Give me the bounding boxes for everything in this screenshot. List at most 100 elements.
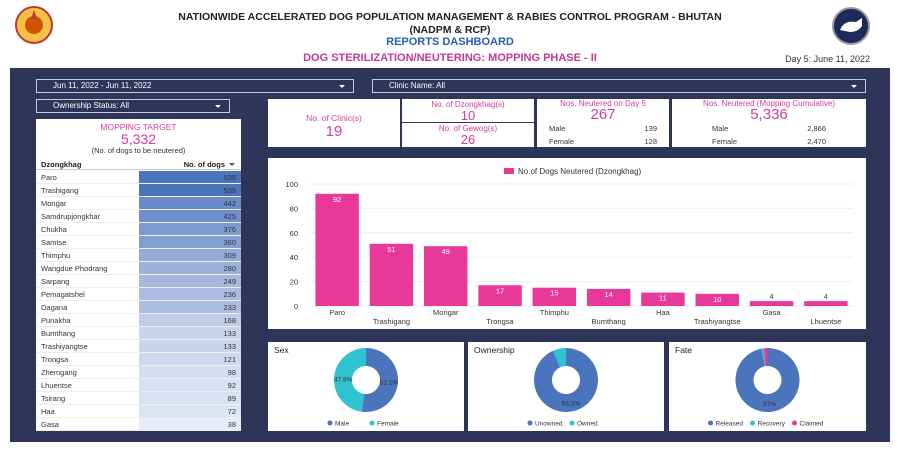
bar: [749, 301, 794, 306]
row-dzongkhag: Lhuentse: [41, 381, 72, 390]
data-label: 14: [604, 290, 612, 299]
table-row[interactable]: Mongar 442: [36, 197, 241, 210]
row-dog-count: 249: [223, 277, 236, 286]
day5-value: 267: [590, 106, 616, 123]
row-value-bar: [139, 249, 241, 261]
chevron-down-icon: [215, 105, 221, 108]
dzongkhag-label: No. of Dzongkhag(s): [431, 100, 505, 109]
table-row[interactable]: Dagana 233: [36, 301, 241, 314]
donut-slice: [552, 348, 566, 368]
table-row[interactable]: Sarpang 249: [36, 275, 241, 288]
row-dzongkhag: Gasa: [41, 420, 59, 429]
cumulative-value: 5,336: [750, 106, 788, 123]
row-value-bar: [139, 392, 241, 404]
x-tick-label: Lhuentse: [810, 317, 841, 326]
col-dzongkhag[interactable]: Dzongkhag: [41, 160, 82, 169]
y-tick-label: 60: [290, 229, 298, 238]
x-tick-label: Gasa: [763, 308, 782, 317]
bhutan-emblem-icon: [15, 6, 53, 44]
row-dzongkhag: Paro: [41, 173, 57, 182]
y-tick-label: 20: [290, 278, 298, 287]
table-row[interactable]: Bumthang 133: [36, 327, 241, 340]
col-no-of-dogs[interactable]: No. of dogs: [183, 160, 225, 169]
row-value-bar: [139, 236, 241, 248]
table-row[interactable]: Haa 72: [36, 405, 241, 418]
subheader: DOG STERILIZATION/NEUTERING: MOPPING PHA…: [0, 52, 900, 66]
chevron-down-icon: [851, 85, 857, 88]
legend-dot: [369, 420, 375, 426]
table-row[interactable]: Zhemgang 98: [36, 366, 241, 379]
table-row[interactable]: Thimphu 309: [36, 249, 241, 262]
legend-dot: [792, 420, 797, 426]
legend-label: Claimed: [800, 421, 824, 428]
table-row[interactable]: Chukha 376: [36, 223, 241, 236]
dashboard-title: REPORTS DASHBOARD: [386, 36, 514, 48]
target-value: 5,332: [120, 131, 157, 147]
ownership-donut-chart: 93.3% Unowned Owned: [527, 348, 598, 428]
legend-label: Recovery: [758, 421, 786, 428]
day5-label: Nos. Neutered on Day 5: [560, 99, 646, 108]
table-row[interactable]: Trashigang 539: [36, 184, 241, 197]
fate-donut-chart: 97% Released Recovery Claimed: [708, 348, 824, 428]
legend-label: Released: [716, 421, 744, 428]
bar: [641, 292, 685, 306]
sort-icon[interactable]: [229, 163, 235, 166]
slice-label: 52.1%: [380, 380, 399, 387]
table-row[interactable]: Lhuentse 92: [36, 379, 241, 392]
ownership-chart-title: Ownership: [474, 345, 515, 355]
dzongkhag-table: Dzongkhag No. of dogs Paro 539 Trashigang 5…: [36, 158, 241, 431]
sex-donut-card: Sex 52.1% 47.9% Male Female: [268, 342, 464, 431]
dzongkhag-card: No. of Dzongkhag(s) 10: [402, 99, 534, 122]
gewog-value: 26: [460, 132, 476, 147]
row-dog-count: 376: [223, 225, 236, 234]
legend-dot: [327, 420, 333, 426]
slice-label: 93.3%: [562, 400, 581, 407]
data-label: 15: [550, 289, 558, 298]
x-tick-label: Haa: [656, 308, 671, 317]
y-tick-label: 40: [290, 253, 298, 262]
day-label: Day 5: June 11, 2022: [785, 54, 870, 64]
cum-female-value: 2,470: [807, 137, 826, 146]
row-value-bar: [139, 301, 241, 313]
row-dzongkhag: Trashiyangtse: [41, 342, 88, 351]
table-row[interactable]: Punakha 168: [36, 314, 241, 327]
ownership-dropdown[interactable]: Ownership Status: All: [36, 99, 230, 113]
row-dog-count: 309: [223, 251, 236, 260]
row-dog-count: 360: [223, 238, 236, 247]
legend-label: Male: [335, 421, 349, 428]
row-dzongkhag: Trashigang: [41, 186, 79, 195]
table-row[interactable]: Samtse 360: [36, 236, 241, 249]
table-row[interactable]: Trashiyangtse 133: [36, 340, 241, 353]
table-row[interactable]: Trongsa 121: [36, 353, 241, 366]
row-dog-count: 168: [223, 316, 236, 325]
y-tick-label: 0: [294, 302, 298, 311]
clinic-dropdown[interactable]: Clinic Name: All: [372, 79, 866, 93]
day5-male-value: 139: [644, 124, 657, 133]
row-value-bar: [139, 197, 241, 209]
row-dzongkhag: Tsirang: [41, 394, 66, 403]
data-label: 51: [387, 245, 395, 254]
table-row[interactable]: Wangdue Phodrang 280: [36, 262, 241, 275]
bar: [695, 293, 739, 306]
bar: [369, 243, 414, 306]
program-title: NATIONWIDE ACCELERATED DOG POPULATION MA…: [178, 11, 722, 23]
row-value-bar: [139, 405, 241, 417]
row-dzongkhag: Zhemgang: [41, 368, 77, 377]
row-dzongkhag: Wangdue Phodrang: [41, 264, 108, 273]
table-row[interactable]: Pemagatshel 236: [36, 288, 241, 301]
row-dzongkhag: Trongsa: [41, 355, 69, 364]
x-tick-label: Trashigang: [373, 317, 410, 326]
x-tick-label: Trashiyangtse: [694, 317, 741, 326]
table-row[interactable]: Paro 539: [36, 171, 241, 184]
row-value-bar: [139, 353, 241, 365]
donut-slice: [534, 348, 598, 412]
table-row[interactable]: Samdrupjongkhar 425: [36, 210, 241, 223]
table-header: Dzongkhag No. of dogs: [36, 158, 241, 170]
clinic-value: Clinic Name: All: [389, 81, 446, 90]
table-row[interactable]: Tsirang 89: [36, 392, 241, 405]
x-tick-label: Trongsa: [486, 317, 514, 326]
data-label: 11: [659, 294, 667, 303]
legend-label: No.of Dogs Neutered (Dzongkhag): [518, 167, 642, 176]
table-row[interactable]: Gasa 38: [36, 418, 241, 431]
date-range-dropdown[interactable]: Jun 11, 2022 - Jun 11, 2022: [36, 79, 354, 93]
